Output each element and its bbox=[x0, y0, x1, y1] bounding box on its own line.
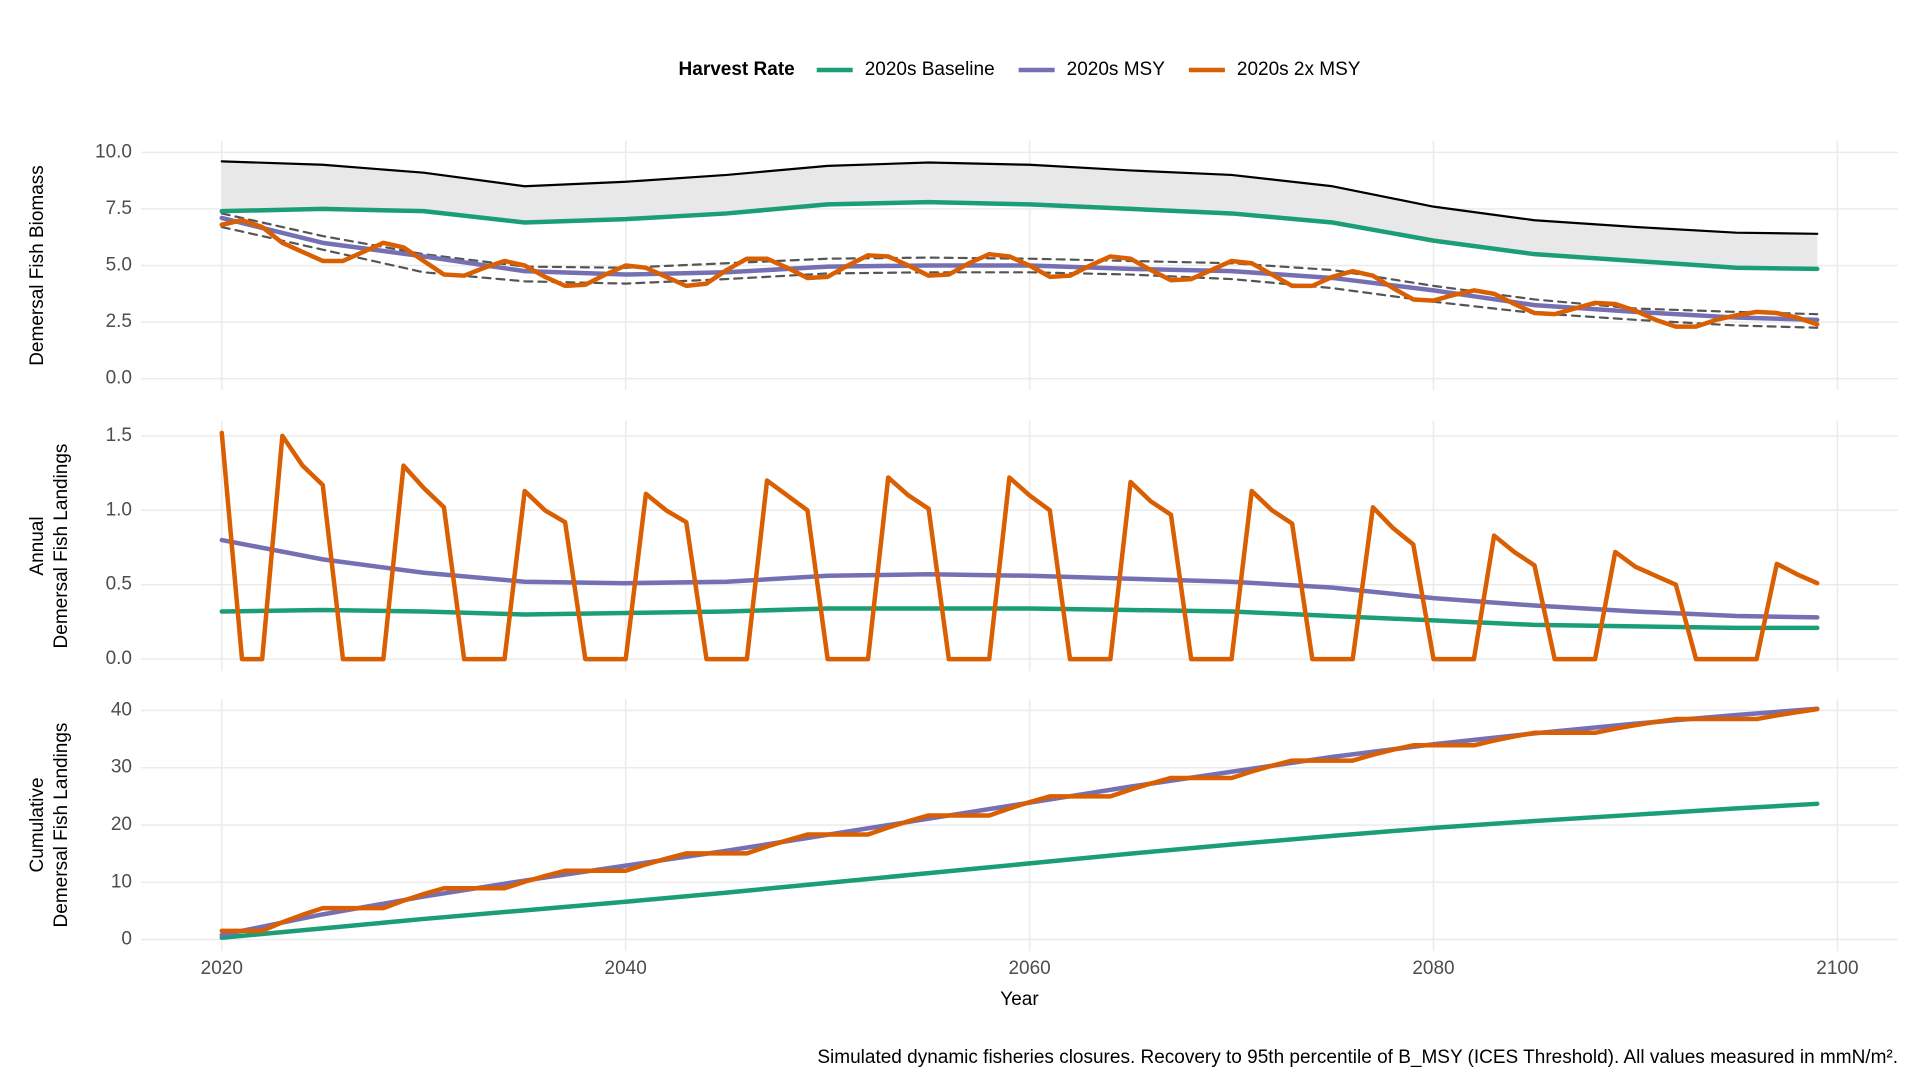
series-line bbox=[219, 199, 1820, 272]
panel: 0.0 0.5 1.0 1.5 Annual Demersal Fish Landings bbox=[27, 421, 1898, 671]
x-tick-label: 2020 bbox=[201, 958, 243, 979]
y-tick-label: 10 bbox=[111, 871, 132, 892]
x-tick-label: 2080 bbox=[1412, 958, 1454, 979]
y-axis-title: Demersal Fish Biomass bbox=[27, 165, 48, 366]
y-axis-title: Cumulative bbox=[27, 777, 48, 872]
y-tick-label: 7.5 bbox=[106, 198, 132, 219]
dashed-bound bbox=[220, 225, 1819, 329]
legend-label: 2020s MSY bbox=[1067, 59, 1166, 80]
y-tick-label: 30 bbox=[111, 757, 132, 778]
y-axis-title: Demersal Fish Landings bbox=[51, 444, 72, 649]
y-tick-label: 5.0 bbox=[106, 255, 132, 276]
y-tick-label: 0.5 bbox=[106, 574, 132, 595]
envelope-band bbox=[221, 161, 1818, 269]
x-axis-title: Year bbox=[1000, 989, 1039, 1010]
envelope-upper-line bbox=[220, 160, 1819, 235]
series-line bbox=[219, 430, 1820, 662]
series-line bbox=[219, 217, 1820, 329]
y-tick-label: 2.5 bbox=[106, 311, 132, 332]
y-axis-title: Annual bbox=[27, 516, 48, 575]
caption: Simulated dynamic fisheries closures. Re… bbox=[817, 1047, 1898, 1068]
y-tick-label: 40 bbox=[111, 699, 132, 720]
series-line bbox=[219, 706, 1820, 934]
legend: Harvest Rate 2020s Baseline 2020s MSY 2020s… bbox=[679, 59, 1361, 80]
legend-title: Harvest Rate bbox=[679, 59, 795, 80]
legend-label: 2020s 2x MSY bbox=[1237, 59, 1361, 80]
series-line bbox=[219, 801, 1820, 940]
series-line bbox=[219, 537, 1820, 620]
panel: 0.0 2.5 5.0 7.5 10.0 Demersal Fish Biomass bbox=[27, 141, 1898, 390]
panel: 0 10 20 30 40 2020 2040 2060 2080 2100 Cumulative D… bbox=[27, 699, 1898, 979]
y-tick-label: 1.5 bbox=[106, 425, 132, 446]
legend-label: 2020s Baseline bbox=[865, 59, 995, 80]
y-tick-label: 1.0 bbox=[106, 499, 132, 520]
y-axis-title: Demersal Fish Landings bbox=[51, 723, 72, 928]
x-tick-label: 2060 bbox=[1008, 958, 1050, 979]
y-tick-label: 20 bbox=[111, 814, 132, 835]
y-tick-label: 0 bbox=[121, 929, 132, 950]
x-tick-label: 2100 bbox=[1816, 958, 1858, 979]
y-tick-label: 0.0 bbox=[106, 368, 132, 389]
dashed-bound bbox=[220, 212, 1819, 316]
x-tick-label: 2040 bbox=[605, 958, 647, 979]
series-line bbox=[219, 606, 1820, 631]
y-tick-label: 10.0 bbox=[95, 141, 132, 162]
y-tick-label: 0.0 bbox=[106, 648, 132, 669]
